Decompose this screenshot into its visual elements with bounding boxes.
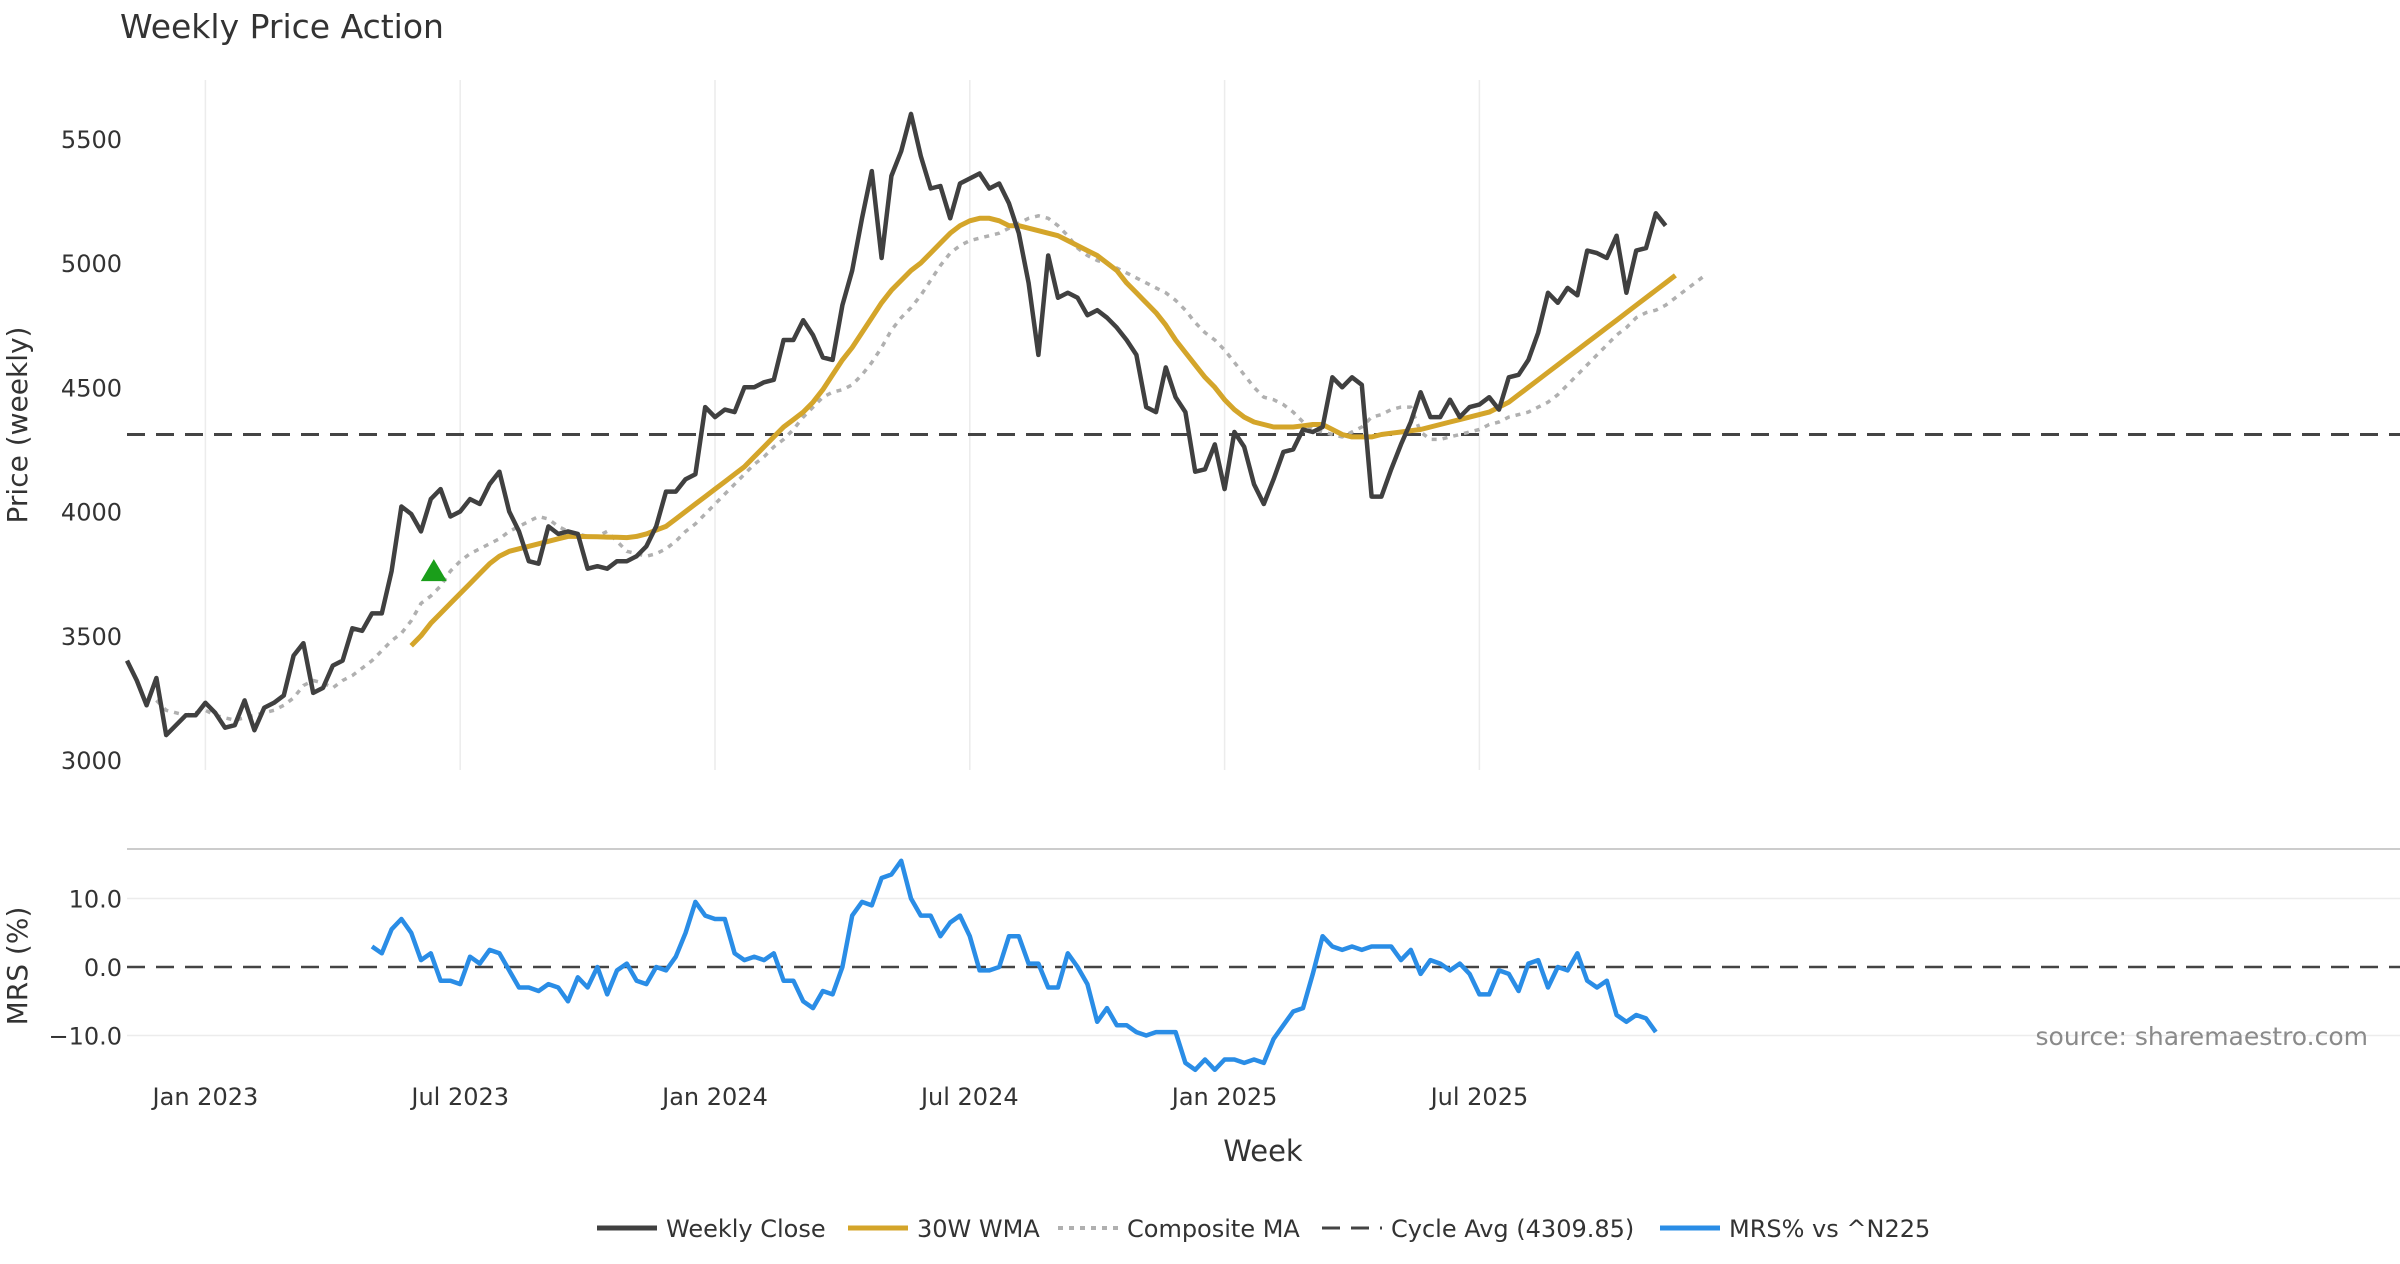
legend-label-0: Weekly Close: [666, 1215, 826, 1243]
x-tick-0: Jan 2023: [151, 1083, 259, 1111]
legend-label-2: Composite MA: [1127, 1215, 1300, 1243]
mrs-grid: [127, 897, 2400, 1037]
source-annotation: source: sharemaestro.com: [2036, 1022, 2369, 1051]
price-y-tick-1: 3500: [61, 623, 122, 651]
price-y-ticks: 3000 3500 4000 4500 5000 5500: [61, 126, 122, 775]
composite-ma-line: [155, 214, 1706, 722]
legend-label-1: 30W WMA: [917, 1215, 1040, 1243]
x-tick-3: Jul 2024: [919, 1083, 1019, 1111]
price-y-tick-5: 5500: [61, 126, 122, 154]
wma-30w-line: [409, 215, 1677, 648]
buy-marker: [420, 559, 447, 582]
x-tick-1: Jul 2023: [409, 1083, 509, 1111]
mrs-y-tick-2: 10.0: [69, 886, 122, 914]
chart-title: Weekly Price Action: [120, 7, 444, 46]
price-y-axis-label: Price (weekly): [1, 327, 34, 524]
mrs-y-tick-1: 0.0: [84, 954, 122, 982]
x-tick-4: Jan 2025: [1170, 1083, 1278, 1111]
buy-signal-triangle: [420, 559, 447, 582]
price-y-tick-3: 4500: [61, 374, 122, 402]
legend-label-3: Cycle Avg (4309.85): [1391, 1215, 1634, 1243]
x-tick-labels: Jan 2023 Jul 2023 Jan 2024 Jul 2024 Jan 2025…: [151, 1083, 1529, 1111]
price-y-tick-0: 3000: [61, 747, 122, 775]
x-tick-2: Jan 2024: [660, 1083, 768, 1111]
price-y-tick-2: 4000: [61, 499, 122, 527]
x-axis-label: Week: [1223, 1134, 1303, 1168]
price-y-tick-4: 5000: [61, 250, 122, 278]
x-tick-5: Jul 2025: [1429, 1083, 1529, 1111]
mrs-line: [370, 858, 1658, 1073]
weekly-close-line: [124, 111, 1668, 738]
legend-label-4: MRS% vs ^N225: [1729, 1215, 1930, 1243]
mrs-y-axis-label: MRS (%): [1, 907, 34, 1026]
legend: Weekly Close 30W WMA Composite MA Cycle Avg…: [597, 1215, 1930, 1243]
mrs-y-ticks: −10.0 0.0 10.0: [48, 886, 122, 1051]
price-series: [124, 111, 1706, 738]
mrs-y-tick-0: −10.0: [48, 1023, 122, 1051]
price-grid: [204, 80, 1481, 770]
mrs-series: [370, 858, 1658, 1073]
